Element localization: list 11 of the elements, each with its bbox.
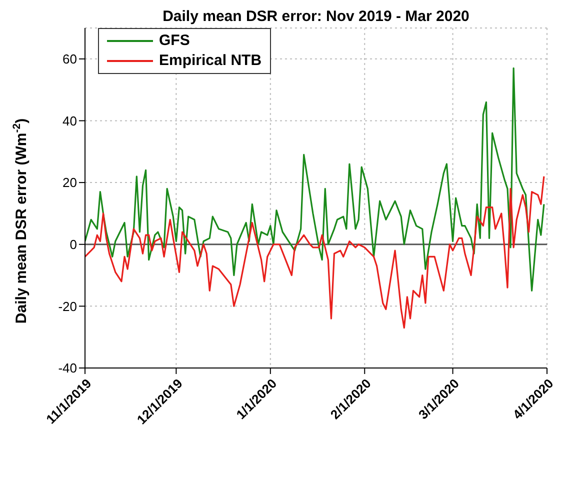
- line-series: [85, 176, 545, 329]
- legend-label: Empirical NTB: [159, 51, 262, 71]
- y-tick-label: 0: [70, 236, 77, 252]
- y-tick-label: -40: [58, 360, 77, 376]
- line-series: [85, 67, 545, 292]
- y-tick-label: 60: [62, 52, 77, 67]
- y-tick-label: 40: [62, 113, 77, 128]
- legend-label: GFS: [159, 31, 190, 51]
- y-tick-label: 20: [62, 175, 77, 190]
- y-tick-label: -20: [58, 298, 77, 314]
- chart-title: Daily mean DSR error: Nov 2019 - Mar 2020: [162, 8, 470, 25]
